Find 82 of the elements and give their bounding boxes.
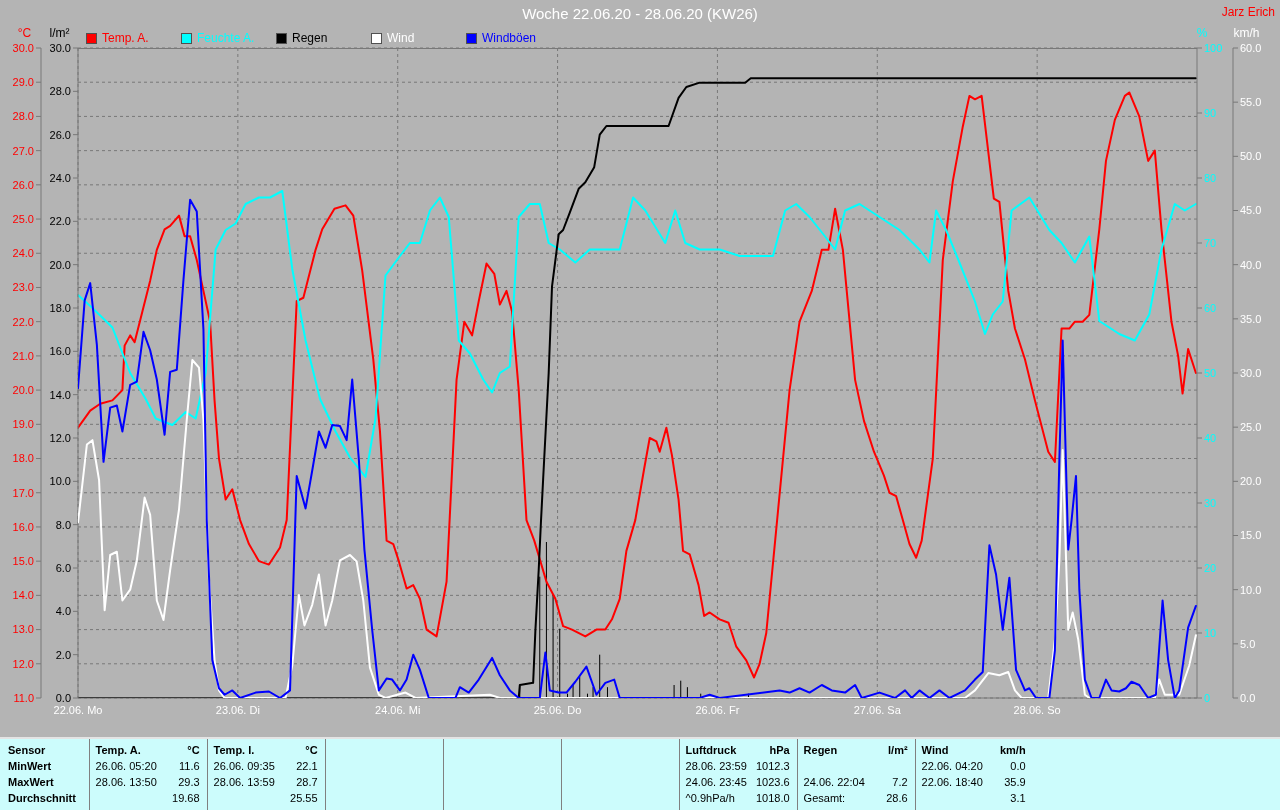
y2-tick-label: 14.0 (49, 388, 71, 401)
y-tick-label: 15.0 (12, 555, 34, 568)
y-tick-label: 55.0 (1240, 96, 1262, 109)
y2-tick-label: 12.0 (49, 431, 71, 444)
y3-tick-label: 80 (1204, 171, 1217, 184)
x-tick-label: 24.06. Mi (375, 703, 421, 716)
y2-tick-label: 4.0 (55, 605, 71, 618)
y3-tick-label: 100 (1204, 41, 1223, 54)
y-axis-title: km/h (1233, 26, 1260, 40)
y-tick-label: 50.0 (1240, 150, 1262, 163)
y2-tick-label: 2.0 (55, 648, 71, 661)
x-tick-label: 23.06. Di (215, 703, 260, 716)
y2-tick-label: 10.0 (49, 475, 71, 488)
y2-tick-label: 20.0 (49, 258, 71, 271)
y-tick-label: 12.0 (12, 657, 34, 670)
y-tick-label: 0.0 (1240, 691, 1256, 704)
y-tick-label: 20.0 (12, 384, 34, 397)
y2-tick-label: 22.0 (49, 215, 71, 228)
y3-tick-label: 20 (1204, 561, 1217, 574)
y2-tick-label: 8.0 (55, 518, 71, 531)
y3-tick-label: 0 (1204, 691, 1211, 704)
y-tick-label: 35.0 (1240, 312, 1262, 325)
y-tick-label: 25.0 (1240, 421, 1262, 434)
y3-tick-label: 10 (1204, 626, 1217, 639)
y2-tick-label: 0.0 (55, 691, 71, 704)
x-tick-label: 27.06. Sa (853, 703, 902, 716)
legend-label: Windböen (482, 31, 537, 45)
y-tick-label: 13.0 (12, 623, 34, 636)
y-tick-label: 18.0 (12, 452, 34, 465)
y-tick-label: 28.0 (12, 110, 34, 123)
x-tick-label: 26.06. Fr (695, 703, 740, 716)
y-tick-label: 16.0 (12, 520, 34, 533)
y2-tick-label: 18.0 (49, 301, 71, 314)
y-tick-label: 21.0 (12, 349, 34, 362)
y2-tick-label: 16.0 (49, 345, 71, 358)
y-tick-label: 11.0 (13, 691, 34, 704)
y3-tick-label: 70 (1204, 236, 1217, 249)
y-tick-label: 23.0 (12, 281, 34, 294)
y-tick-label: 60.0 (1240, 41, 1262, 54)
y3-tick-label: 30 (1204, 496, 1217, 509)
legend-label: Regen (292, 31, 328, 45)
y-tick-label: 17.0 (12, 486, 34, 499)
y-tick-label: 15.0 (1240, 529, 1262, 542)
y-tick-label: 45.0 (1240, 204, 1262, 217)
y-tick-label: 19.0 (12, 418, 34, 431)
text: MinWert 26.06. 05:20 11.6 26.06. 09:35 22.1 28.06. 23:59 1012.3 22.06. 04:20 0.0 (8, 760, 1026, 772)
y-tick-label: 10.0 (1240, 583, 1262, 596)
x-tick-label: 28.06. So (1013, 703, 1061, 716)
text: Sensor Temp. A. °C Temp. I. °C Luftdruck hPa Regen l/m² Wind km/h (8, 744, 1026, 756)
y2-axis-title: l/m² (49, 26, 70, 40)
y3-tick-label: 40 (1204, 431, 1217, 444)
y-tick-label: 14.0 (12, 589, 34, 602)
text: Jarz Erich (1221, 5, 1275, 19)
text: MaxWert 28.06. 13:50 29.3 28.06. 13:59 28.7 24.06. 23:45 1023.6 24.06. 22:04 7.2 22.06. 18:40 35.9 (8, 776, 1026, 788)
y-tick-label: 30.0 (1240, 366, 1262, 379)
y-tick-label: 20.0 (1240, 475, 1262, 488)
y-tick-label: 25.0 (12, 212, 34, 225)
y-tick-label: 29.0 (12, 76, 34, 89)
y-tick-label: 30.0 (12, 41, 34, 54)
text: Durchschnitt 19.68 25.55 ^0.9hPa/h 1018.0 Gesamt: 28.6 3.1 (8, 792, 1026, 804)
y-tick-label: 22.0 (12, 315, 34, 328)
y-tick-label: 5.0 (1240, 637, 1256, 650)
y2-tick-label: 28.0 (49, 85, 71, 98)
y-axis-title: °C (17, 26, 32, 40)
y-tick-label: 40.0 (1240, 258, 1262, 271)
chart-title: Woche 22.06.20 - 28.06.20 (KW26) (522, 5, 758, 22)
legend-label: Temp. A. (102, 31, 149, 45)
x-tick-label: 25.06. Do (533, 703, 582, 716)
y3-tick-label: 60 (1204, 301, 1217, 314)
y-tick-label: 26.0 (12, 178, 34, 191)
y-tick-label: 24.0 (12, 247, 34, 260)
y2-tick-label: 26.0 (49, 128, 71, 141)
y3-tick-label: 50 (1204, 366, 1217, 379)
y2-tick-label: 24.0 (49, 171, 71, 184)
y2-tick-label: 6.0 (55, 561, 71, 574)
y-tick-label: 27.0 (12, 144, 34, 157)
y3-axis-title: % (1196, 26, 1208, 40)
y3-tick-label: 90 (1204, 106, 1217, 119)
legend-label: Wind (387, 31, 415, 45)
x-tick-label: 22.06. Mo (53, 703, 103, 716)
legend-label: Feuchte A. (197, 31, 255, 45)
y2-tick-label: 30.0 (49, 41, 71, 54)
